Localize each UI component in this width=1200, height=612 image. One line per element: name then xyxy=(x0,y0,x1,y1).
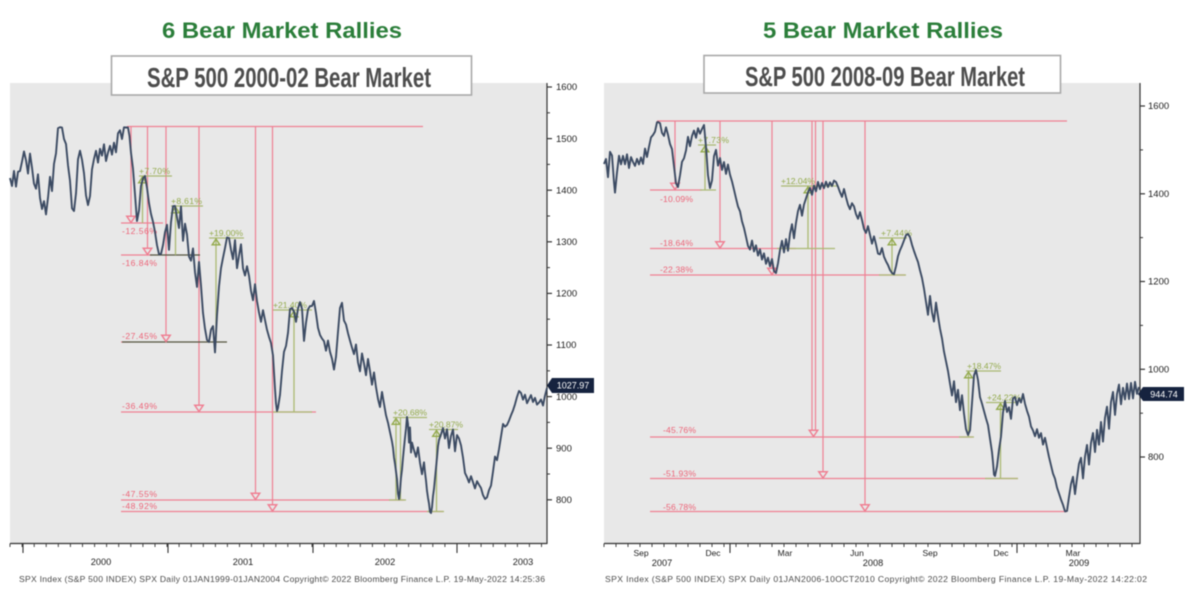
svg-text:1000: 1000 xyxy=(1148,365,1169,376)
svg-text:Mar: Mar xyxy=(1066,548,1081,558)
svg-text:1200: 1200 xyxy=(1148,277,1169,288)
svg-text:6 Bear Market Rallies: 6 Bear Market Rallies xyxy=(162,18,402,43)
svg-text:1400: 1400 xyxy=(556,185,577,196)
svg-text:900: 900 xyxy=(556,443,572,454)
svg-text:+7.44%: +7.44% xyxy=(881,228,912,238)
svg-text:5 Bear Market Rallies: 5 Bear Market Rallies xyxy=(763,18,1003,43)
svg-text:2007: 2007 xyxy=(652,558,672,568)
svg-text:800: 800 xyxy=(556,495,572,506)
svg-text:2009: 2009 xyxy=(1069,558,1089,568)
svg-text:-51.93%: -51.93% xyxy=(663,469,696,479)
svg-text:Dec: Dec xyxy=(705,548,721,558)
svg-text:2002: 2002 xyxy=(375,557,395,567)
svg-text:+20.68%: +20.68% xyxy=(393,408,427,418)
svg-text:1100: 1100 xyxy=(556,340,576,351)
svg-text:1000: 1000 xyxy=(556,392,577,403)
svg-text:+12.04%: +12.04% xyxy=(781,176,815,186)
svg-text:Sep: Sep xyxy=(633,548,648,558)
svg-text:-48.92%: -48.92% xyxy=(122,501,157,511)
svg-text:1400: 1400 xyxy=(1148,189,1169,200)
svg-text:800: 800 xyxy=(1148,452,1164,463)
svg-text:Sep: Sep xyxy=(922,548,937,558)
svg-text:Mar: Mar xyxy=(778,548,793,558)
svg-text:2008: 2008 xyxy=(863,558,883,568)
svg-text:944.74: 944.74 xyxy=(1150,390,1178,400)
svg-text:2000: 2000 xyxy=(91,557,111,567)
svg-text:-56.78%: -56.78% xyxy=(663,502,696,512)
svg-text:+18.47%: +18.47% xyxy=(967,361,1001,371)
svg-text:SPX Index (S&P 500 INDEX) SPX: SPX Index (S&P 500 INDEX) SPX Daily 01JA… xyxy=(605,574,1147,584)
svg-text:1300: 1300 xyxy=(556,237,577,248)
svg-text:-16.84%: -16.84% xyxy=(122,258,157,268)
svg-text:+7.70%: +7.70% xyxy=(139,166,170,176)
svg-text:-22.38%: -22.38% xyxy=(660,265,693,275)
svg-text:1027.97: 1027.97 xyxy=(557,381,590,391)
svg-text:S&P 500 2008-09 Bear Market: S&P 500 2008-09 Bear Market xyxy=(745,61,1025,92)
svg-text:+24.22%: +24.22% xyxy=(987,393,1021,403)
svg-text:1500: 1500 xyxy=(556,134,577,145)
svg-text:+8.61%: +8.61% xyxy=(171,196,202,206)
svg-text:-36.49%: -36.49% xyxy=(122,401,157,411)
svg-text:1600: 1600 xyxy=(1148,101,1169,112)
svg-text:-12.56%: -12.56% xyxy=(122,226,157,236)
svg-text:2001: 2001 xyxy=(233,557,253,567)
svg-text:-18.64%: -18.64% xyxy=(660,238,693,248)
svg-text:-47.55%: -47.55% xyxy=(122,489,157,499)
svg-text:+7.73%: +7.73% xyxy=(698,135,729,145)
svg-text:+20.87%: +20.87% xyxy=(429,420,463,430)
svg-text:1600: 1600 xyxy=(556,82,577,93)
svg-text:-27.45%: -27.45% xyxy=(122,331,157,341)
svg-text:S&P 500 2000-02 Bear Market: S&P 500 2000-02 Bear Market xyxy=(147,62,431,93)
svg-text:1200: 1200 xyxy=(556,289,577,300)
svg-text:+21.40%: +21.40% xyxy=(273,300,307,310)
svg-text:Dec: Dec xyxy=(993,548,1009,558)
svg-text:+19.00%: +19.00% xyxy=(209,228,243,238)
svg-text:Jun: Jun xyxy=(850,548,864,558)
svg-text:2003: 2003 xyxy=(513,557,533,567)
svg-text:SPX Index (S&P 500 INDEX) SPX: SPX Index (S&P 500 INDEX) SPX Daily 01JA… xyxy=(19,574,545,584)
svg-text:-45.76%: -45.76% xyxy=(663,425,696,435)
svg-text:-10.09%: -10.09% xyxy=(660,194,693,204)
